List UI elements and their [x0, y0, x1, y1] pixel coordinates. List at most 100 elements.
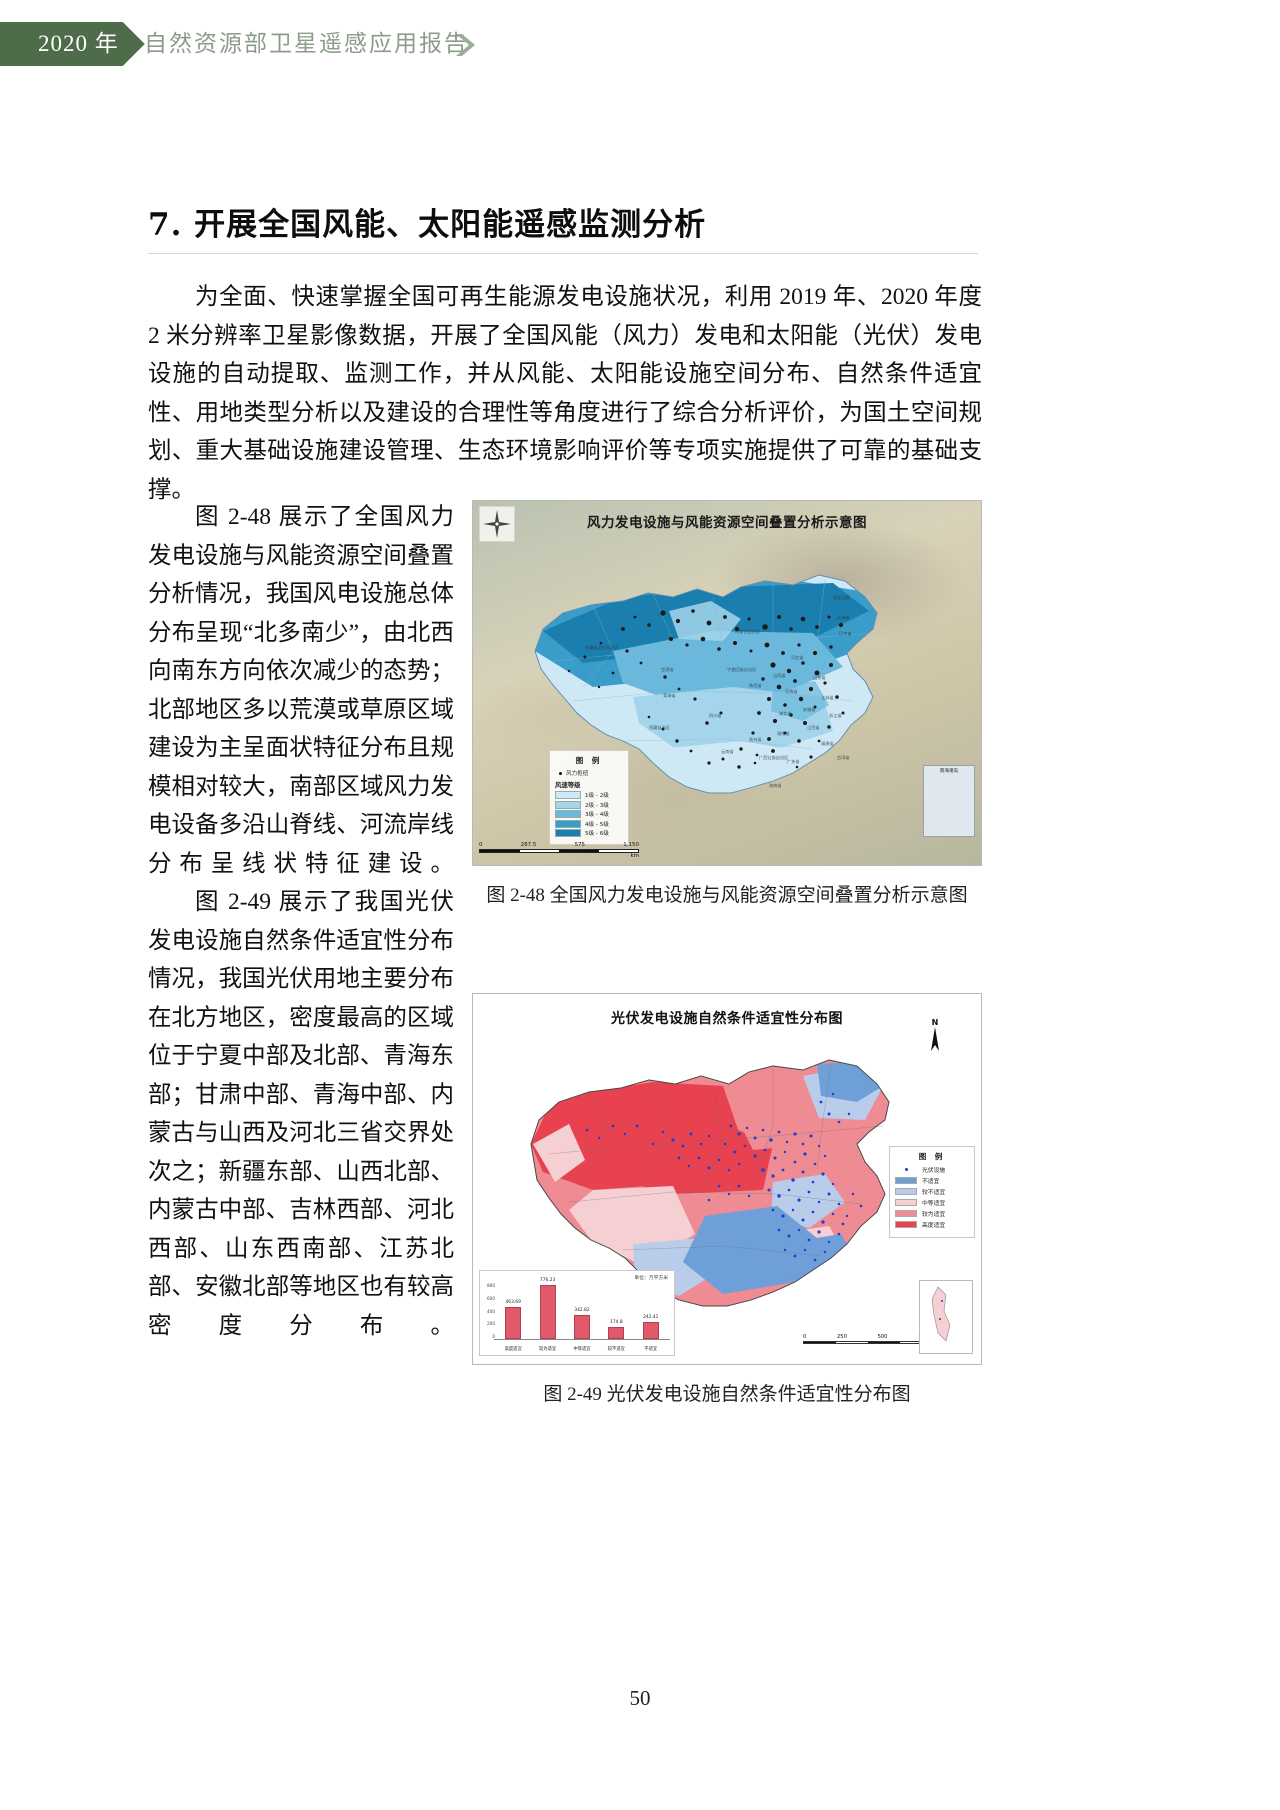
svg-text:广西壮族自治区: 广西壮族自治区	[759, 754, 788, 761]
bar: 242.41	[642, 1315, 659, 1339]
legend-48-class-label: 1级 - 2级	[585, 793, 609, 799]
svg-text:西藏自治区: 西藏自治区	[649, 724, 670, 731]
svg-text:贵州省: 贵州省	[749, 736, 762, 743]
map-title-48: 风力发电设施与风能资源空间叠置分析示意图	[587, 515, 867, 531]
legend-48-class-row: 3级 - 4级	[555, 810, 623, 818]
svg-text:辽宁省: 辽宁省	[839, 630, 852, 637]
legend-48-subtitle: 风速等级	[555, 781, 581, 789]
south-sea-inset-48: 南海诸岛	[923, 765, 975, 837]
bar-value: 776.23	[539, 1277, 556, 1283]
svg-text:山东省: 山东省	[813, 674, 826, 681]
legend-48-point-label: 风力枢纽	[566, 771, 589, 777]
svg-text:江西省: 江西省	[807, 724, 820, 731]
north-label: N	[931, 1018, 939, 1027]
china-wind-choropleth: 新疆维吾尔自治区 甘肃省 青海省 西藏自治区 内蒙古自治区 四川省 云南省 黑龙…	[534, 574, 878, 794]
figure-2-48-image: 新疆维吾尔自治区 甘肃省 青海省 西藏自治区 内蒙古自治区 四川省 云南省 黑龙…	[472, 500, 982, 866]
svg-text:湖南省: 湖南省	[777, 730, 790, 737]
figure-2-49: 光伏发电设施自然条件适宜性分布图 N	[472, 993, 982, 1406]
bar-value: 463.69	[505, 1299, 521, 1305]
page-number: 50	[629, 1686, 651, 1710]
svg-text:宁夏回族自治区: 宁夏回族自治区	[727, 666, 756, 673]
legend-48-point-row: 风力枢纽	[555, 769, 623, 777]
svg-text:安徽省: 安徽省	[803, 706, 816, 713]
scalebar-48-ticks: 0 287.5 575 1,150	[479, 842, 639, 848]
legend-48-swatch	[555, 819, 581, 828]
scalebar-49: 0 250 500 1,000 km	[803, 1334, 933, 1350]
legend-48-class-row: 5级 - 6级	[555, 829, 623, 837]
legend-49-title: 图 例	[918, 1152, 946, 1161]
legend-48-class-label: 3级 - 4级	[585, 812, 609, 818]
chart-plot-area: 463.69 776.23 342.82 174.8 242.41	[496, 1278, 668, 1339]
svg-text:新疆维吾尔自治区: 新疆维吾尔自治区	[585, 644, 619, 651]
map-title-49: 光伏发电设施自然条件适宜性分布图	[611, 1011, 843, 1027]
chart-categories: 高度适宜 较为适宜 中等适宜 较不适宜 不适宜	[496, 1346, 668, 1352]
chart-x-axis	[494, 1339, 670, 1340]
legend-49-label: 较不适宜	[922, 1190, 946, 1196]
legend-49-item: 较为适宜	[895, 1209, 969, 1218]
chart-unit-label: 单位：万平方米	[634, 1276, 668, 1281]
legend-48-class-row: 4级 - 5级	[555, 819, 623, 828]
svg-text:台湾省: 台湾省	[837, 754, 850, 761]
legend-49-item: 中等适宜	[895, 1198, 969, 1207]
bar: 342.82	[573, 1308, 590, 1339]
category-label: 不适宜	[644, 1347, 658, 1352]
svg-text:青海省: 青海省	[663, 692, 676, 699]
scale-tick: 287.5	[520, 842, 537, 848]
svg-text:吉林省: 吉林省	[837, 614, 850, 621]
legend-48-class-label: 2级 - 3级	[585, 802, 609, 809]
figure-2-49-caption: 图 2-49 光伏发电设施自然条件适宜性分布图	[543, 1384, 911, 1405]
svg-text:福建省: 福建省	[821, 740, 834, 747]
scale-tick: 0	[479, 842, 483, 848]
legend-48-class-label: 5级 - 6级	[585, 831, 609, 837]
figure-2-48-caption: 图 2-48 全国风力发电设施与风能资源空间叠置分析示意图	[486, 885, 968, 906]
figure-2-48: 新疆维吾尔自治区 甘肃省 青海省 西藏自治区 内蒙古自治区 四川省 云南省 黑龙…	[472, 500, 982, 907]
legend-48: 图 例 风力枢纽 风速等级 1级 - 2级 2级 - 3级 3级 - 4级	[549, 750, 629, 845]
legend-48-swatch	[555, 829, 581, 837]
intro-paragraph: 为全面、快速掌握全国可再生能源发电设施状况，利用 2019 年、2020 年度 …	[148, 284, 982, 503]
report-title: 自然资源部卫星遥感应用报告	[144, 31, 469, 57]
suitability-bar-chart: 单位：万平方米 800 600 400 200 0 463.69 776.23 …	[479, 1270, 675, 1356]
bar: 776.23	[539, 1278, 556, 1339]
legend-48-swatch	[555, 791, 581, 799]
south-sea-inset-49	[919, 1280, 973, 1354]
category-label: 较为适宜	[538, 1347, 557, 1352]
left-paragraph-2: 图 2-49 展示了我国光伏发电设施自然条件适宜性分布情况，我国光伏用地主要分布…	[148, 889, 454, 1339]
scalebar-48-unit: km	[630, 853, 639, 859]
bar: 463.69	[505, 1300, 522, 1339]
north-arrow-icon: N	[929, 1018, 941, 1057]
svg-text:海南省: 海南省	[769, 782, 782, 789]
left-column-text: 图 2-48 展示了全国风力发电设施与风能资源空间叠置分析情况，我国风电设施总体…	[148, 498, 454, 1345]
svg-text:黑龙江省: 黑龙江省	[833, 594, 850, 601]
scale-tick: 575	[574, 842, 586, 848]
y-tick: 600	[487, 1295, 495, 1301]
y-tick: 400	[487, 1308, 495, 1314]
scalebar-48: 0 287.5 575 1,150 km	[479, 842, 639, 859]
pv-point-icon	[895, 1168, 917, 1171]
y-tick: 0	[492, 1334, 495, 1339]
category-label: 较不适宜	[607, 1347, 625, 1352]
section-heading: 7. 开展全国风能、太阳能遥感监测分析	[148, 207, 707, 243]
category-label: 高度适宜	[504, 1347, 522, 1352]
legend-49-swatch	[895, 1177, 917, 1184]
legend-48-class-row: 1级 - 2级	[555, 791, 623, 799]
category-label: 中等适宜	[573, 1347, 591, 1352]
legend-49-label: 高度适宜	[922, 1223, 946, 1229]
svg-text:甘肃省: 甘肃省	[661, 666, 674, 673]
compass-icon	[479, 506, 515, 542]
svg-text:江苏省: 江苏省	[821, 694, 834, 701]
legend-49-label: 中等适宜	[922, 1201, 946, 1207]
page-header: 2020 年 自然资源部卫星遥感应用报告	[0, 22, 1280, 72]
svg-text:湖北省: 湖北省	[779, 710, 792, 717]
scalebar-48-bar	[479, 849, 639, 853]
wind-point-icon	[559, 771, 562, 775]
scale-tick: 500	[877, 1333, 888, 1340]
legend-48-swatch	[555, 800, 581, 809]
svg-text:山西省: 山西省	[773, 672, 786, 679]
scalebar-49-ticks: 0 250 500 1,000	[803, 1334, 933, 1340]
svg-text:内蒙古自治区: 内蒙古自治区	[735, 628, 760, 635]
scalebar-49-unit: km	[803, 1344, 933, 1350]
legend-48-swatch	[555, 810, 581, 818]
bar-value: 342.82	[574, 1308, 590, 1314]
legend-49-label: 较为适宜	[922, 1212, 946, 1218]
